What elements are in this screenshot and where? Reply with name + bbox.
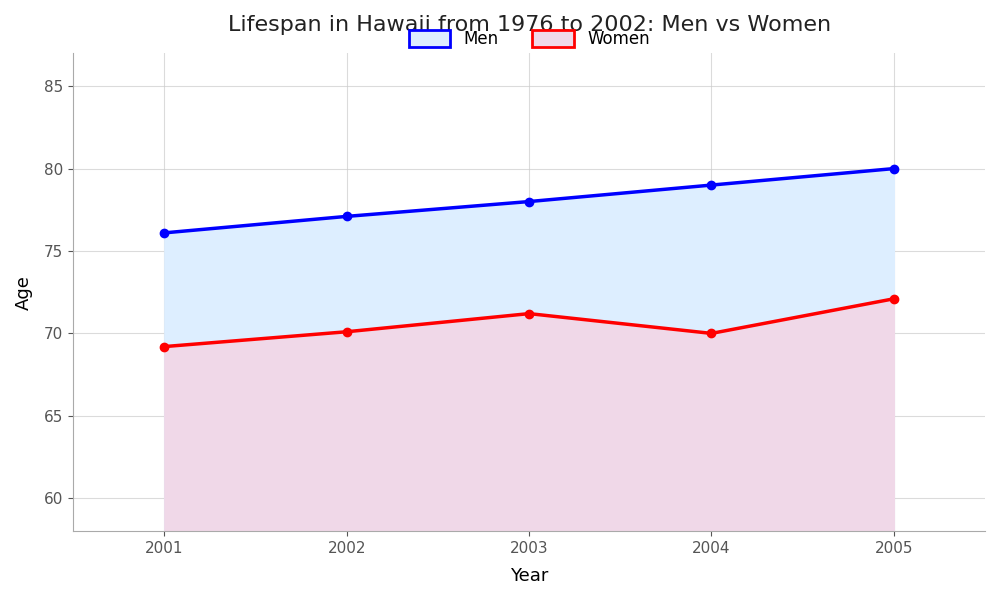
Line: Men: Men (160, 164, 898, 237)
X-axis label: Year: Year (510, 567, 548, 585)
Men (523, 198, 535, 205)
Women (523, 310, 535, 317)
Men (705, 181, 717, 188)
Women (341, 328, 353, 335)
Y-axis label: Age: Age (15, 275, 33, 310)
Line: Women: Women (160, 295, 898, 351)
Men (341, 213, 353, 220)
Title: Lifespan in Hawaii from 1976 to 2002: Men vs Women: Lifespan in Hawaii from 1976 to 2002: Me… (228, 15, 831, 35)
Women (158, 343, 170, 350)
Women (888, 295, 900, 302)
Women (705, 330, 717, 337)
Legend: Men, Women: Men, Women (402, 23, 656, 55)
Men (888, 165, 900, 172)
Men (158, 229, 170, 236)
